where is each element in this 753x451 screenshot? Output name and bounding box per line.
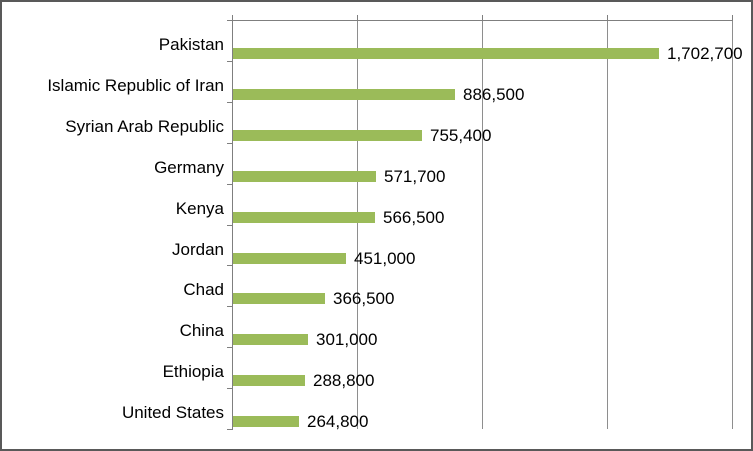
- chart-row: Germany 571,700: [2, 143, 751, 186]
- category-axis-tick: [227, 143, 232, 144]
- category-label: Kenya: [175, 199, 224, 218]
- value-axis-tick: [482, 15, 483, 20]
- bar: [233, 253, 346, 264]
- value-label: 288,800: [313, 371, 375, 390]
- value-label: 264,800: [307, 412, 369, 431]
- category-axis-tick: [227, 347, 232, 348]
- value-axis-tick: [232, 15, 233, 20]
- category-axis-line: [232, 20, 233, 430]
- category-label: Ethiopia: [162, 362, 224, 381]
- value-label: 451,000: [354, 249, 416, 268]
- chart-row: Kenya 566,500: [2, 184, 751, 227]
- value-axis-tick: [732, 15, 733, 20]
- category-label: China: [179, 321, 224, 340]
- category-axis-tick: [227, 102, 232, 103]
- bar: [233, 89, 455, 100]
- bar: [233, 416, 299, 427]
- bar: [233, 130, 422, 141]
- category-axis-tick: [227, 225, 232, 226]
- bar: [233, 375, 305, 386]
- value-label: 301,000: [316, 330, 378, 349]
- chart-row: Islamic Republic of Iran 886,500: [2, 61, 751, 104]
- category-axis-tick: [227, 20, 232, 21]
- value-axis-line: [232, 20, 733, 21]
- value-label: 566,500: [383, 208, 445, 227]
- value-axis-tick: [357, 15, 358, 20]
- gridline: [732, 21, 733, 429]
- value-label: 755,400: [430, 126, 492, 145]
- category-axis-tick: [227, 429, 232, 430]
- category-label: Pakistan: [158, 35, 224, 54]
- gridline: [357, 21, 358, 429]
- chart-row: Chad 366,500: [2, 265, 751, 308]
- bar: [233, 293, 325, 304]
- gridline: [607, 21, 608, 429]
- bar: [233, 334, 308, 345]
- bar: [233, 212, 375, 223]
- category-axis-tick: [227, 184, 232, 185]
- category-label: United States: [121, 403, 224, 422]
- value-label: 886,500: [463, 85, 525, 104]
- value-label: 571,700: [384, 167, 446, 186]
- value-label: 1,702,700: [667, 44, 743, 63]
- category-label: Chad: [183, 280, 224, 299]
- category-label: Germany: [154, 158, 224, 177]
- chart-row: Pakistan 1,702,700: [2, 20, 751, 63]
- category-label: Jordan: [172, 240, 224, 259]
- category-axis-tick: [227, 388, 232, 389]
- chart-row: China 301,000: [2, 306, 751, 349]
- category-axis-tick: [227, 306, 232, 307]
- category-label: Islamic Republic of Iran: [47, 76, 224, 95]
- bar: [233, 171, 376, 182]
- chart-row: Jordan 451,000: [2, 225, 751, 268]
- value-label: 366,500: [333, 289, 395, 308]
- gridline: [482, 21, 483, 429]
- value-axis-tick: [607, 15, 608, 20]
- category-axis-tick: [227, 265, 232, 266]
- category-axis-tick: [227, 61, 232, 62]
- chart-row: Syrian Arab Republic 755,400: [2, 102, 751, 145]
- category-label: Syrian Arab Republic: [65, 117, 224, 136]
- bar: [233, 48, 659, 59]
- chart-row: United States 264,800: [2, 388, 751, 431]
- chart-row: Ethiopia 288,800: [2, 347, 751, 390]
